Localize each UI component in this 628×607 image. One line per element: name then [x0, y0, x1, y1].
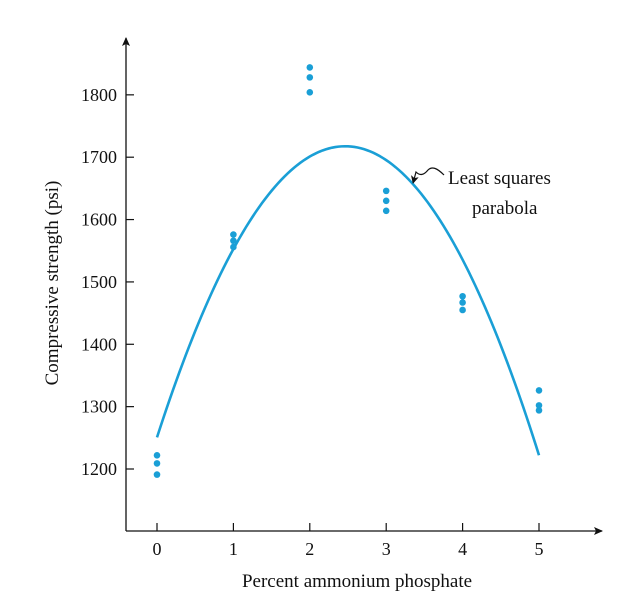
data-point-10: [382, 197, 390, 205]
y-tick-label-5: 1700: [81, 147, 117, 167]
data-points: [153, 64, 543, 478]
data-point-17: [535, 407, 543, 414]
data-point-14: [459, 306, 466, 314]
y-tick-label-3: 1500: [81, 272, 117, 292]
y-axis-title: Compressive strength (psi): [42, 181, 63, 386]
data-point-4: [230, 237, 237, 245]
data-point-3: [230, 231, 237, 238]
x-tick-label-2: 2: [305, 539, 314, 559]
data-point-2: [153, 471, 161, 478]
data-point-6: [306, 64, 314, 71]
data-point-13: [459, 299, 466, 306]
y-ticks: 1200 1300 1400 1500 1600 1700 1800: [81, 85, 134, 479]
y-tick-label-6: 1800: [81, 85, 117, 105]
y-tick-label-4: 1600: [81, 210, 117, 230]
annotation-arrow: [411, 167, 445, 184]
data-point-5: [230, 243, 237, 251]
x-tick-label-5: 5: [535, 539, 544, 559]
least-squares-parabola: [155, 144, 541, 456]
data-point-8: [306, 89, 314, 96]
y-tick-label-2: 1400: [81, 334, 117, 354]
x-tick-label-3: 3: [382, 539, 391, 559]
data-point-1: [153, 460, 161, 467]
annotation-line-1: Least squares: [448, 168, 551, 189]
data-point-7: [306, 74, 314, 81]
x-ticks: 0 1 2 3 4 5: [153, 523, 544, 559]
y-tick-label-1: 1300: [81, 397, 117, 417]
data-point-11: [382, 207, 390, 215]
data-point-0: [153, 451, 161, 459]
x-tick-label-0: 0: [153, 539, 162, 559]
y-tick-label-0: 1200: [81, 459, 117, 479]
x-tick-label-4: 4: [458, 539, 467, 559]
annotation-line-2: parabola: [472, 198, 538, 219]
data-point-16: [535, 402, 543, 409]
x-tick-label-1: 1: [229, 539, 238, 559]
data-point-9: [382, 187, 390, 195]
x-axis-title: Percent ammonium phosphate: [242, 571, 472, 592]
data-point-15: [535, 387, 543, 394]
data-point-12: [459, 292, 466, 300]
